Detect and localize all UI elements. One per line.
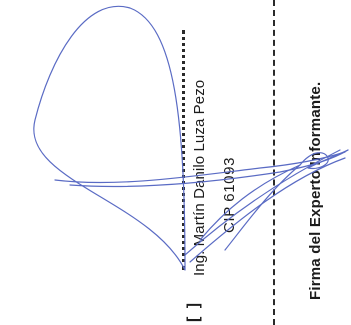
checkbox-bracket: [ ] <box>185 300 202 322</box>
section-dashed-divider <box>273 0 275 325</box>
signature-dotted-line <box>182 30 185 270</box>
expert-cip-number: CIP 61093 <box>221 156 238 233</box>
signature-caption: Firma del Experto Informante. <box>307 81 324 300</box>
expert-name: Ing. Martín Danilo Luza Pezo <box>191 79 208 276</box>
